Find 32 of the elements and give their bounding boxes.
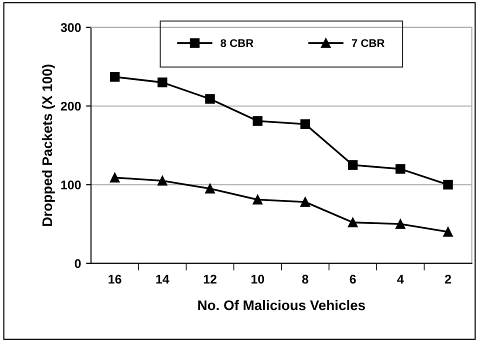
y-tick-label: 300	[60, 23, 81, 32]
x-tick-label: 6	[350, 274, 356, 284]
point	[158, 176, 168, 186]
x-tick-label: 8	[302, 274, 308, 284]
point	[348, 160, 358, 170]
x-tick-label: 2	[444, 274, 451, 284]
y-tick-label: 0	[74, 259, 81, 268]
x-tick-label: 12	[204, 274, 216, 284]
point	[396, 164, 406, 174]
point	[110, 72, 120, 82]
y-tick-label: 200	[60, 102, 81, 111]
point	[252, 194, 262, 204]
point	[443, 180, 453, 190]
point	[300, 197, 310, 207]
y-tick-label: 100	[61, 180, 81, 190]
y-axis-title: Dropped Packets (X 100)	[42, 64, 55, 226]
x-tick-label: 16	[108, 274, 122, 284]
point	[396, 219, 406, 229]
point	[443, 227, 453, 237]
point	[110, 172, 120, 182]
x-tick-label: 10	[251, 274, 264, 284]
x-tick-label: 14	[156, 274, 170, 284]
point	[205, 184, 215, 194]
point	[348, 218, 358, 228]
point	[300, 119, 310, 129]
point	[205, 94, 215, 104]
point	[252, 116, 262, 126]
legend-label: 8 CBR	[220, 39, 254, 48]
legend-label: 7 CBR	[352, 39, 385, 48]
x-axis-title: No. Of Malicious Vehicles	[198, 300, 365, 310]
point	[158, 78, 168, 88]
x-tick-label: 4	[397, 274, 404, 284]
